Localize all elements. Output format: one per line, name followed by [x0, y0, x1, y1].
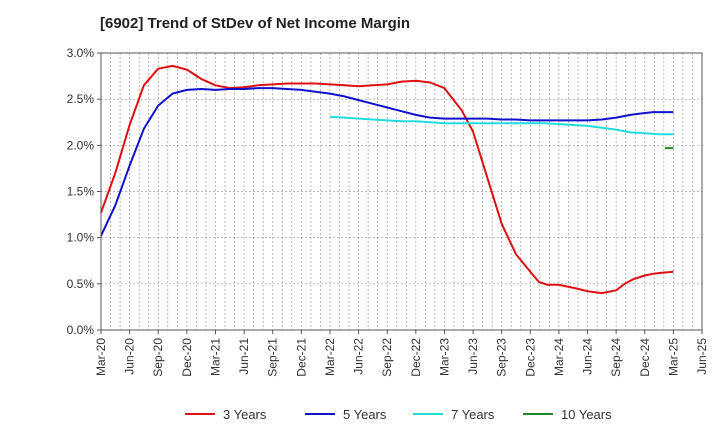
x-tick-label: Mar-22 — [323, 338, 337, 376]
x-tick-label: Sep-23 — [495, 338, 509, 377]
legend-label: 5 Years — [343, 407, 387, 422]
x-tick-label: Sep-24 — [609, 338, 623, 377]
series-lines — [100, 64, 674, 295]
y-tick-label: 0.0% — [67, 323, 95, 337]
x-tick-label: Sep-20 — [151, 338, 165, 377]
series-line-5-years — [100, 87, 674, 237]
x-tick-label: Dec-20 — [180, 338, 194, 377]
y-tick-label: 2.0% — [67, 138, 95, 152]
x-tick-label: Jun-24 — [581, 338, 595, 375]
x-tick-label: Sep-21 — [266, 338, 280, 377]
legend-label: 10 Years — [561, 407, 612, 422]
x-tick-label: Sep-22 — [380, 338, 394, 377]
chart-title: [6902] Trend of StDev of Net Income Marg… — [100, 15, 410, 32]
y-tick-label: 0.5% — [67, 277, 95, 291]
x-tick-label: Dec-21 — [294, 338, 308, 377]
x-tick-label: Dec-23 — [523, 338, 537, 377]
x-tick-label: Jun-22 — [352, 338, 366, 375]
legend-label: 7 Years — [451, 407, 495, 422]
x-tick-label: Dec-24 — [638, 338, 652, 377]
legend-label: 3 Years — [223, 407, 267, 422]
y-tick-label: 2.5% — [67, 92, 95, 106]
grid — [100, 52, 703, 331]
x-tick-label: Jun-20 — [123, 338, 137, 375]
y-tick-label: 3.0% — [67, 46, 95, 60]
x-tick-label: Mar-25 — [666, 338, 680, 376]
legend: 3 Years 5 Years 7 Years 10 Years — [185, 407, 612, 422]
y-tick-label: 1.5% — [67, 185, 95, 199]
series-line-3-years — [100, 64, 674, 295]
series-line-7-years — [329, 115, 674, 136]
y-tick-label: 1.0% — [67, 231, 95, 245]
x-tick-label: Mar-24 — [552, 338, 566, 376]
axes: 0.0% 0.5% 1.0% 1.5% 2.0% 2.5% 3.0% Mar-20 Jun-20… — [67, 46, 709, 377]
x-tick-label: Dec-22 — [409, 338, 423, 377]
x-tick-label: Jun-25 — [695, 338, 709, 375]
x-tick-label: Mar-20 — [94, 338, 108, 376]
x-tick-label: Jun-21 — [237, 338, 251, 375]
x-tick-label: Jun-23 — [466, 338, 480, 375]
x-tick-label: Mar-23 — [437, 338, 451, 376]
x-tick-label: Mar-21 — [208, 338, 222, 376]
